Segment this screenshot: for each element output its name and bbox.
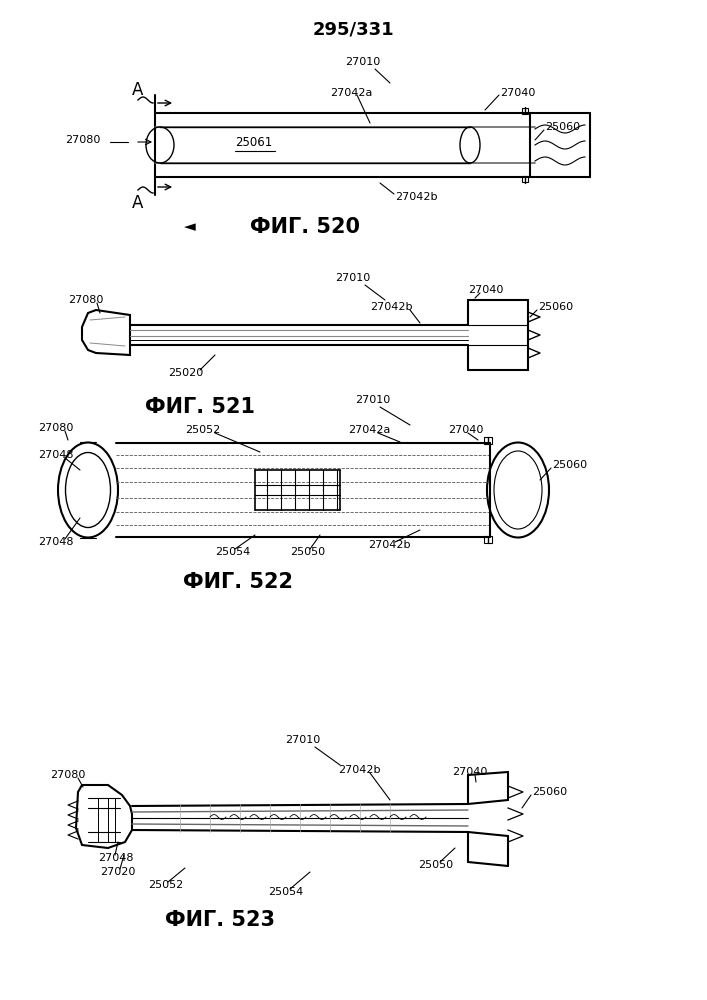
- Text: 25052: 25052: [185, 425, 221, 435]
- Text: 25060: 25060: [538, 302, 573, 312]
- Text: 27010: 27010: [345, 57, 380, 67]
- Text: 27010: 27010: [355, 395, 390, 405]
- Text: A: A: [132, 194, 144, 212]
- Text: A: A: [132, 81, 144, 99]
- Text: 27040: 27040: [452, 767, 487, 777]
- Text: 27010: 27010: [335, 273, 370, 283]
- Bar: [484, 437, 492, 444]
- Text: 25020: 25020: [168, 368, 203, 378]
- Text: ФИГ. 520: ФИГ. 520: [250, 217, 360, 237]
- Text: 27020: 27020: [100, 867, 135, 877]
- Bar: [522, 176, 528, 182]
- Text: 27080: 27080: [38, 423, 74, 433]
- Text: 27080: 27080: [68, 295, 103, 305]
- Text: 25050: 25050: [418, 860, 453, 870]
- Text: 27042a: 27042a: [348, 425, 390, 435]
- Bar: [522, 108, 528, 114]
- Text: 27042a: 27042a: [330, 88, 373, 98]
- Text: 27048: 27048: [98, 853, 134, 863]
- Text: 27040: 27040: [500, 88, 535, 98]
- Text: 27042b: 27042b: [338, 765, 380, 775]
- Bar: [484, 536, 492, 543]
- Text: 27042b: 27042b: [370, 302, 412, 312]
- Text: 295/331: 295/331: [312, 21, 394, 39]
- Text: 25052: 25052: [148, 880, 183, 890]
- Text: ФИГ. 521: ФИГ. 521: [145, 397, 255, 417]
- Text: ◄: ◄: [184, 220, 196, 234]
- Text: 27040: 27040: [448, 425, 484, 435]
- Text: 27080: 27080: [65, 135, 100, 145]
- Text: 27080: 27080: [50, 770, 86, 780]
- Text: 27048: 27048: [38, 450, 74, 460]
- Text: 25060: 25060: [532, 787, 567, 797]
- Text: 27010: 27010: [285, 735, 320, 745]
- Text: 25060: 25060: [552, 460, 587, 470]
- Text: 25054: 25054: [215, 547, 250, 557]
- Text: 27040: 27040: [468, 285, 503, 295]
- Text: 27042b: 27042b: [368, 540, 411, 550]
- Text: ФИГ. 523: ФИГ. 523: [165, 910, 275, 930]
- Text: 25060: 25060: [545, 122, 580, 132]
- Text: 25050: 25050: [290, 547, 325, 557]
- Text: ФИГ. 522: ФИГ. 522: [183, 572, 293, 592]
- Text: 25054: 25054: [268, 887, 303, 897]
- Text: 27042b: 27042b: [395, 192, 438, 202]
- Text: 25061: 25061: [235, 136, 272, 149]
- Text: 27048: 27048: [38, 537, 74, 547]
